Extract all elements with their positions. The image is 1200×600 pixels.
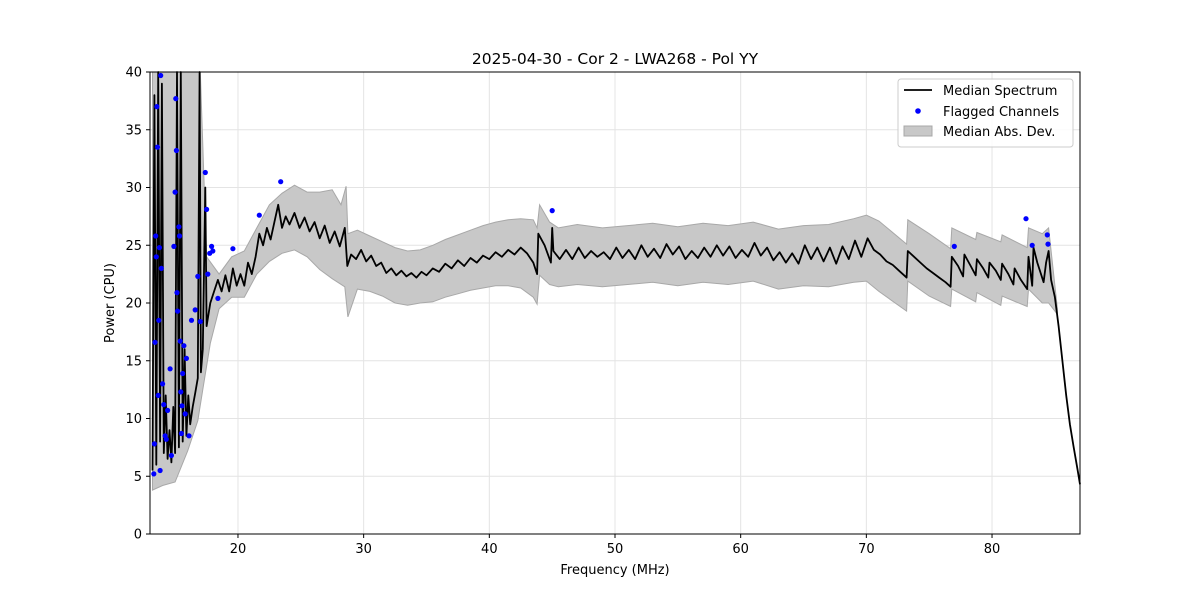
y-tick-label: 40 [125,66,142,81]
legend-label-median: Median Spectrum [943,84,1057,99]
flagged-channel-point [182,411,188,417]
flagged-channel-point [215,295,221,301]
flagged-channel-point [158,265,164,271]
x-axis: 20 30 40 50 60 70 80 [230,534,1001,557]
flagged-channel-point [204,206,210,212]
y-axis-title: Power (CPU) [103,263,118,343]
flagged-channel-point [173,147,179,154]
x-tick-label: 80 [984,542,1001,557]
flagged-channel-point [176,233,183,239]
legend: Median Spectrum Flagged Channels Median … [897,78,1074,148]
flagged-channel-point [158,72,164,79]
flagged-channel-point [175,308,181,314]
flagged-channel-point [179,403,185,409]
legend-label-flagged: Flagged Channels [943,105,1059,120]
median-spectrum-line [151,71,1081,485]
x-tick-label: 20 [230,542,247,557]
y-tick-label: 15 [125,354,142,369]
y-tick-label: 20 [125,297,142,312]
y-axis: 0 5 10 15 20 25 30 35 40 [125,66,150,543]
x-tick-label: 30 [355,542,372,557]
y-tick-label: 5 [134,470,142,485]
flagged-channel-point [154,104,160,110]
flagged-channel-point [155,392,161,398]
flagged-channel-point [161,402,167,408]
y-tick-label: 25 [125,239,142,254]
legend-label-mad: Median Abs. Dev. [943,125,1055,140]
x-tick-label: 70 [858,542,875,557]
median-spectrum [151,71,1081,485]
flagged-channel-point [180,370,186,377]
flagged-channel-point [151,471,157,477]
flagged-channel-point [153,254,159,260]
flagged-channel-point [195,273,201,279]
flagged-channel-point [951,243,957,249]
flagged-channel-point [188,317,195,323]
flagged-channel-point [256,212,262,218]
flagged-channel-point [173,96,179,102]
flagged-channel-point [160,381,166,387]
flagged-channel-point [163,436,169,442]
flagged-channel-point [278,179,284,185]
x-tick-label: 40 [481,542,498,557]
flagged-channel-point [202,169,208,176]
chart-title: 2025-04-30 - Cor 2 - LWA268 - Pol YY [472,50,759,68]
flagged-channel-point [209,243,215,249]
legend-marker-swatch [915,108,921,114]
flagged-channel-point [1045,241,1051,247]
y-tick-label: 35 [125,123,142,138]
flagged-channel-point [176,224,182,230]
legend-band-swatch [903,125,933,137]
flagged-channel-point [152,339,158,345]
x-tick-label: 60 [732,542,749,557]
flagged-channel-point [156,245,162,251]
flagged-channel-point [157,467,163,474]
legend-box [897,78,1074,148]
flagged-channel-point [181,343,187,349]
x-tick-label: 50 [607,542,624,557]
flagged-channel-point [178,389,184,395]
flagged-channel-point [177,338,183,344]
flagged-channel-point [151,441,157,447]
flagged-channel-point [167,366,173,372]
flagged-channels [151,72,1051,477]
mad-band [152,71,1058,491]
flagged-channel-point [156,317,162,323]
y-tick-label: 10 [125,412,142,427]
flagged-channel-point [1023,216,1029,222]
flagged-channel-point [165,407,171,413]
flagged-channel-point [154,144,161,150]
flagged-channel-point [1044,232,1050,238]
flagged-channel-point [210,248,216,254]
x-axis-title: Frequency (MHz) [560,563,669,578]
flagged-channel-point [205,271,211,277]
flagged-channel-point [1029,242,1035,248]
flagged-channel-point [178,430,184,437]
flagged-channel-point [153,233,159,239]
flagged-channel-point [197,318,203,325]
flagged-channel-point [549,208,555,214]
flagged-channel-point [186,433,192,439]
flagged-channel-point [174,290,180,296]
flagged-channel-point [230,246,236,252]
flagged-channel-point [171,243,177,249]
mad-band-area [152,71,1058,491]
y-tick-label: 30 [125,181,142,196]
y-tick-label: 0 [134,528,142,543]
flagged-channel-point [183,355,189,361]
flagged-channel-point [168,452,174,459]
flagged-channel-point [172,189,178,195]
flagged-channel-point [192,307,198,313]
